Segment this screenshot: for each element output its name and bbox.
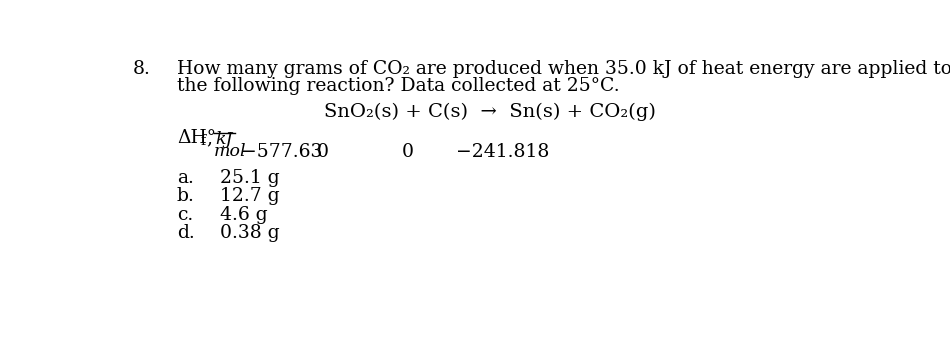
Text: mol: mol (214, 143, 247, 160)
Text: b.: b. (177, 188, 195, 205)
Text: c.: c. (177, 206, 193, 224)
Text: 0: 0 (402, 143, 413, 161)
Text: d.: d. (177, 224, 195, 242)
Text: How many grams of CO₂ are produced when 35.0 kJ of heat energy are applied to: How many grams of CO₂ are produced when … (177, 60, 950, 78)
Text: 0.38 g: 0.38 g (219, 224, 279, 242)
Text: kJ: kJ (216, 131, 233, 148)
Text: ΔH°: ΔH° (177, 129, 216, 147)
Text: 0: 0 (316, 143, 329, 161)
Text: 8.: 8. (133, 60, 150, 78)
Text: ,: , (206, 129, 212, 147)
Text: −577.63: −577.63 (241, 143, 323, 161)
Text: a.: a. (177, 169, 194, 187)
Text: 25.1 g: 25.1 g (219, 169, 279, 187)
Text: 4.6 g: 4.6 g (219, 206, 267, 224)
Text: 12.7 g: 12.7 g (219, 188, 279, 205)
Text: SnO₂(s) + C(s)  →  Sn(s) + CO₂(g): SnO₂(s) + C(s) → Sn(s) + CO₂(g) (324, 103, 656, 121)
Text: the following reaction? Data collected at 25°C.: the following reaction? Data collected a… (177, 77, 619, 95)
Text: f: f (200, 134, 205, 148)
Text: −241.818: −241.818 (456, 143, 549, 161)
